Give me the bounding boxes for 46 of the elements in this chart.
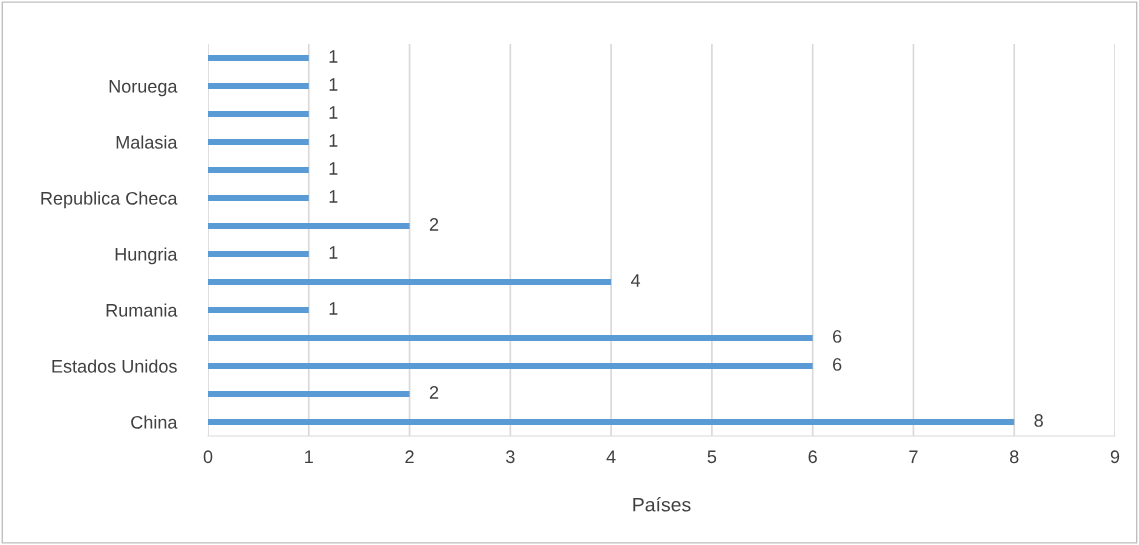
data-label: 6 bbox=[833, 330, 842, 343]
bar bbox=[208, 194, 309, 202]
bar bbox=[208, 418, 1015, 426]
y-tick-label: Republica Checa bbox=[41, 191, 178, 209]
data-label: 6 bbox=[833, 358, 842, 371]
x-tick-label: 6 bbox=[808, 450, 817, 464]
bar bbox=[208, 54, 309, 62]
bar bbox=[208, 138, 309, 146]
data-label: 8 bbox=[1034, 414, 1043, 427]
bar bbox=[208, 250, 309, 258]
bar bbox=[208, 222, 410, 230]
x-tick-label: 4 bbox=[606, 450, 616, 463]
data-label: 1 bbox=[329, 162, 338, 175]
bar bbox=[208, 110, 309, 118]
x-tick-label: 3 bbox=[506, 450, 515, 464]
y-tick-label: Rumania bbox=[106, 303, 178, 317]
data-label: 1 bbox=[329, 302, 338, 315]
data-label: 2 bbox=[429, 218, 439, 231]
data-label: 1 bbox=[329, 246, 338, 259]
bar bbox=[208, 82, 309, 90]
data-label: 1 bbox=[329, 50, 338, 63]
data-label: 4 bbox=[630, 274, 641, 287]
bar bbox=[208, 278, 612, 286]
y-tick-label: Estados Unidos bbox=[52, 359, 177, 373]
x-tick-label: 1 bbox=[305, 450, 313, 463]
data-label: 1 bbox=[329, 106, 338, 119]
bar bbox=[208, 166, 309, 174]
bar bbox=[208, 362, 813, 370]
x-tick-label: 7 bbox=[909, 450, 918, 463]
x-axis-title: Países bbox=[633, 497, 691, 512]
data-label: 2 bbox=[429, 386, 439, 399]
data-label: 1 bbox=[329, 134, 338, 147]
x-tick-label: 8 bbox=[1009, 450, 1019, 464]
y-tick-label: Hungria bbox=[115, 247, 178, 265]
y-tick-label: Noruega bbox=[109, 80, 178, 97]
bar bbox=[208, 390, 410, 398]
x-tick-label: 5 bbox=[707, 450, 717, 464]
bar bbox=[208, 306, 309, 314]
data-label: 1 bbox=[329, 78, 338, 91]
y-tick-label: China bbox=[131, 415, 178, 429]
x-tick-label: 2 bbox=[405, 450, 414, 463]
x-tick-label: 9 bbox=[1110, 450, 1120, 464]
data-label: 1 bbox=[329, 190, 338, 203]
bar bbox=[208, 334, 813, 342]
y-tick-label: Malasia bbox=[116, 135, 178, 149]
x-tick-label: 0 bbox=[203, 450, 213, 464]
